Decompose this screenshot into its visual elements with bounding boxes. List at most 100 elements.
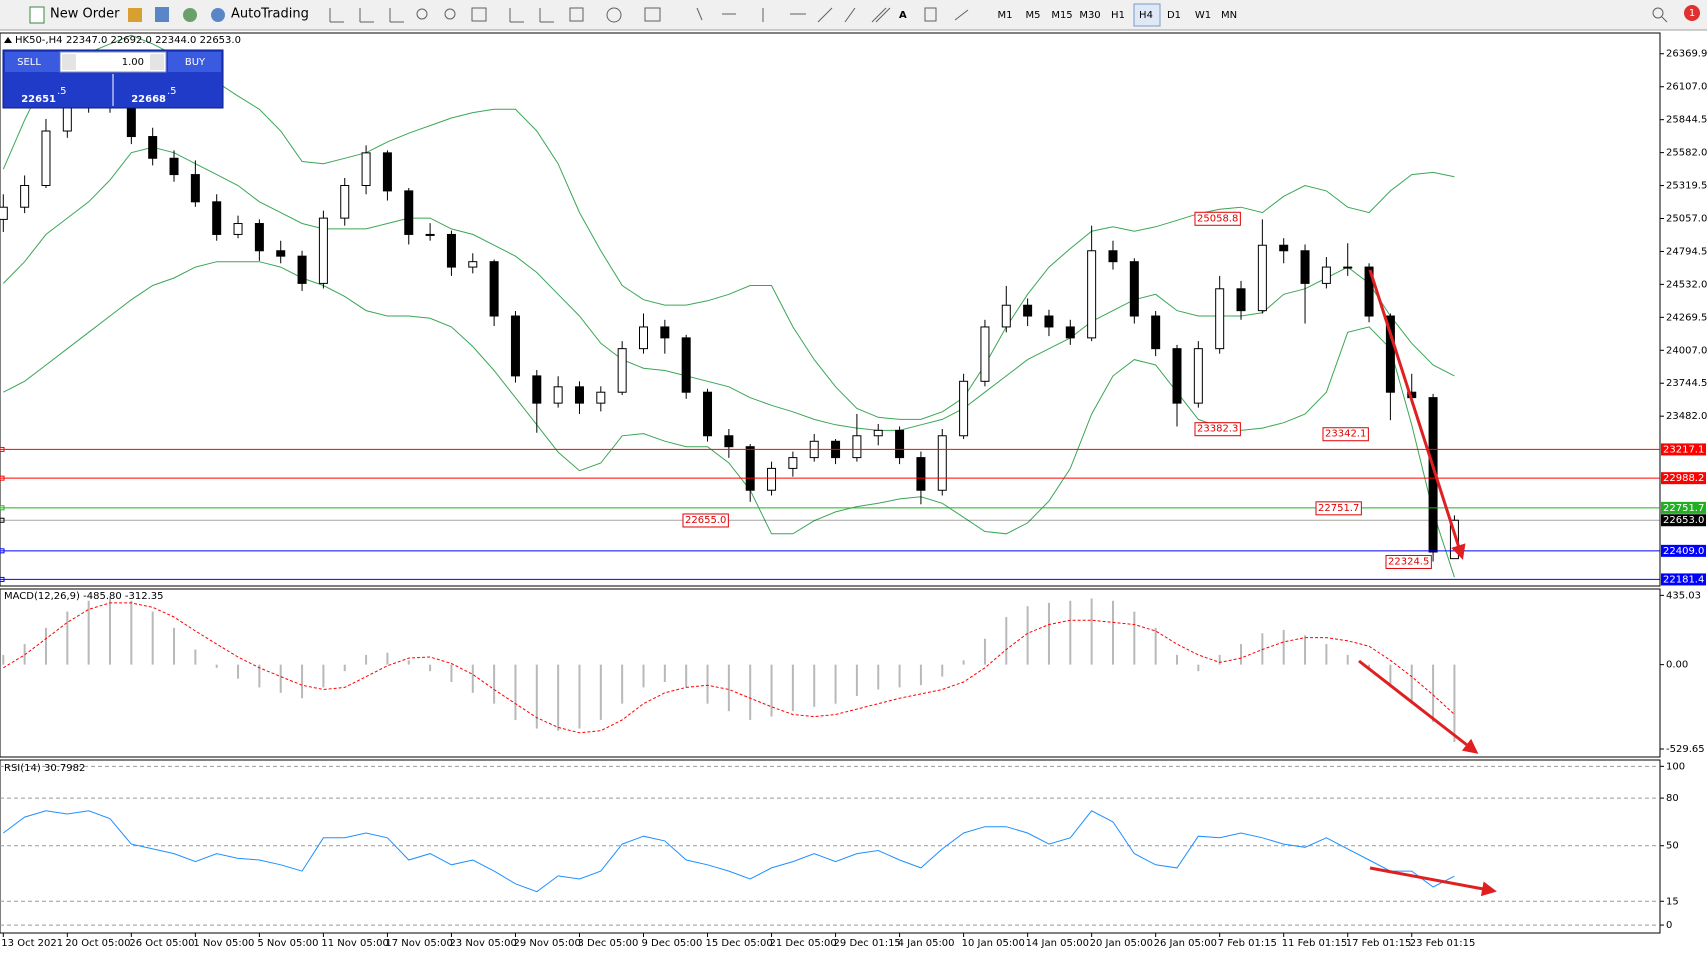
timeframe-button[interactable]: M15 bbox=[1051, 10, 1072, 21]
candle-body bbox=[1108, 250, 1118, 263]
candle-body bbox=[1023, 304, 1033, 317]
rsi-panel bbox=[0, 759, 1661, 934]
candle-body bbox=[382, 152, 392, 192]
plot-layer: 26369.9 26107.0 25844.5 25582.0 25319.5 25057… bbox=[0, 34, 1707, 949]
bid-pips[interactable]: .5 bbox=[57, 86, 67, 97]
candle-body bbox=[1193, 348, 1203, 404]
candle-body bbox=[468, 261, 478, 268]
y-tick-label: 0.00 bbox=[1666, 660, 1688, 671]
buy-button[interactable] bbox=[168, 52, 221, 72]
timeframe-button[interactable]: H1 bbox=[1111, 10, 1125, 21]
timeframe-button[interactable]: M30 bbox=[1079, 10, 1100, 21]
x-tick-label: 17 Feb 01:15 bbox=[1346, 938, 1412, 949]
candle-body bbox=[1215, 288, 1225, 350]
timeframe-button[interactable]: W1 bbox=[1195, 10, 1211, 21]
price-level-marker bbox=[0, 505, 5, 511]
candle-body bbox=[0, 206, 8, 220]
timeframe-button[interactable]: H4 bbox=[1139, 10, 1153, 21]
candle-body bbox=[233, 223, 243, 235]
price-annotation: 22324.5 bbox=[1388, 556, 1429, 567]
y-tick-label: 100 bbox=[1666, 761, 1685, 772]
bollinger-band bbox=[2, 34, 1455, 420]
x-tick-label: 26 Oct 05:00 bbox=[129, 938, 194, 949]
symbol-title: HK50-,H4 bbox=[15, 35, 62, 46]
annotation-box bbox=[682, 513, 729, 528]
autotrading-icon bbox=[211, 8, 225, 22]
x-tick-label: 11 Feb 01:15 bbox=[1282, 938, 1348, 949]
price-level-tag bbox=[1661, 443, 1706, 456]
candle-body bbox=[446, 233, 456, 268]
price-level-label: 22181.4 bbox=[1663, 574, 1704, 585]
candle-body bbox=[126, 103, 136, 138]
candle-body bbox=[1279, 244, 1289, 252]
y-tick-label: 0 bbox=[1666, 920, 1672, 931]
ask-price[interactable]: 22668 bbox=[131, 94, 166, 105]
price-level-marker bbox=[0, 446, 5, 452]
price-annotation: 23342.1 bbox=[1325, 429, 1366, 440]
timeframe-button[interactable]: M1 bbox=[998, 10, 1013, 21]
price-level-label: 22409.0 bbox=[1663, 546, 1704, 557]
notification-badge[interactable] bbox=[1684, 5, 1700, 21]
price-level-marker bbox=[0, 517, 5, 523]
candle-body bbox=[596, 391, 606, 404]
y-tick-label: 25319.5 bbox=[1666, 181, 1707, 192]
autotrading-button[interactable]: AutoTrading bbox=[231, 7, 309, 22]
x-tick-label: 29 Nov 05:00 bbox=[513, 938, 580, 949]
sell-label[interactable]: SELL bbox=[17, 57, 41, 68]
y-tick-label: 26107.0 bbox=[1666, 82, 1707, 93]
ohlc-readout: 22347.0 22692.0 22344.0 22653.0 bbox=[66, 35, 241, 46]
annotation-box bbox=[1315, 501, 1362, 516]
candle-body bbox=[276, 250, 286, 257]
timeframe-selected bbox=[1133, 3, 1161, 27]
candle-body bbox=[724, 435, 734, 448]
price-annotation: 22751.7 bbox=[1318, 503, 1359, 514]
price-panel bbox=[0, 32, 1661, 587]
candle-body bbox=[553, 386, 563, 404]
timeframe-button[interactable]: M5 bbox=[1026, 10, 1041, 21]
rsi-title: RSI(14) 30.7982 bbox=[4, 763, 85, 774]
toolbar bbox=[0, 0, 1707, 30]
price-level-label: 22653.0 bbox=[1663, 515, 1704, 526]
volume-up[interactable] bbox=[150, 54, 164, 70]
candle-body bbox=[510, 315, 520, 377]
y-tick-label: -529.65 bbox=[1666, 744, 1705, 755]
candle-body bbox=[852, 435, 862, 459]
y-tick-label: 24007.0 bbox=[1666, 345, 1707, 356]
bid-price[interactable]: 22651 bbox=[21, 94, 56, 105]
volume-field[interactable] bbox=[59, 51, 167, 73]
y-tick-label: 25057.0 bbox=[1666, 214, 1707, 225]
volume-value[interactable]: 1.00 bbox=[122, 57, 144, 68]
y-tick-label: 23744.5 bbox=[1666, 378, 1707, 389]
candle-body bbox=[703, 391, 713, 437]
x-tick-label: 20 Jan 05:00 bbox=[1090, 938, 1153, 949]
price-level-label: 22988.2 bbox=[1663, 473, 1704, 484]
annotation-box bbox=[1194, 422, 1241, 437]
timeframe-button[interactable]: D1 bbox=[1167, 10, 1181, 21]
x-tick-label: 14 Jan 05:00 bbox=[1026, 938, 1089, 949]
macd-panel bbox=[0, 588, 1661, 758]
candle-body bbox=[190, 174, 200, 203]
price-level-marker bbox=[0, 576, 5, 582]
buy-label[interactable]: BUY bbox=[185, 57, 206, 68]
new-order-button[interactable]: New Order bbox=[50, 7, 120, 22]
y-tick-label: 15 bbox=[1666, 896, 1679, 907]
candle-body bbox=[1257, 244, 1267, 312]
candle-body bbox=[532, 375, 542, 404]
y-tick-label: 26369.9 bbox=[1666, 49, 1707, 60]
rsi-line bbox=[3, 810, 1455, 893]
candle-body bbox=[361, 152, 371, 186]
candle-body bbox=[20, 184, 30, 208]
volume-down[interactable] bbox=[62, 54, 76, 70]
candle-body bbox=[639, 326, 648, 350]
timeframe-button[interactable]: MN bbox=[1221, 10, 1237, 21]
one-click-trading: SELL 1.00 BUY 22651 .5 22668 .5 bbox=[2, 49, 224, 109]
ask-pips[interactable]: .5 bbox=[167, 86, 177, 97]
sell-button[interactable] bbox=[5, 52, 59, 72]
candle-body bbox=[788, 457, 798, 469]
candle-body bbox=[1236, 288, 1246, 312]
price-level-marker bbox=[0, 548, 5, 554]
candle-body bbox=[1385, 315, 1395, 393]
candle-body bbox=[1129, 261, 1139, 317]
macd-title: MACD(12,26,9) -485.80 -312.35 bbox=[4, 591, 164, 602]
timeframe-bar: M1 M5 M15 M30 H1 H4 D1 W1 MN bbox=[998, 10, 1238, 21]
